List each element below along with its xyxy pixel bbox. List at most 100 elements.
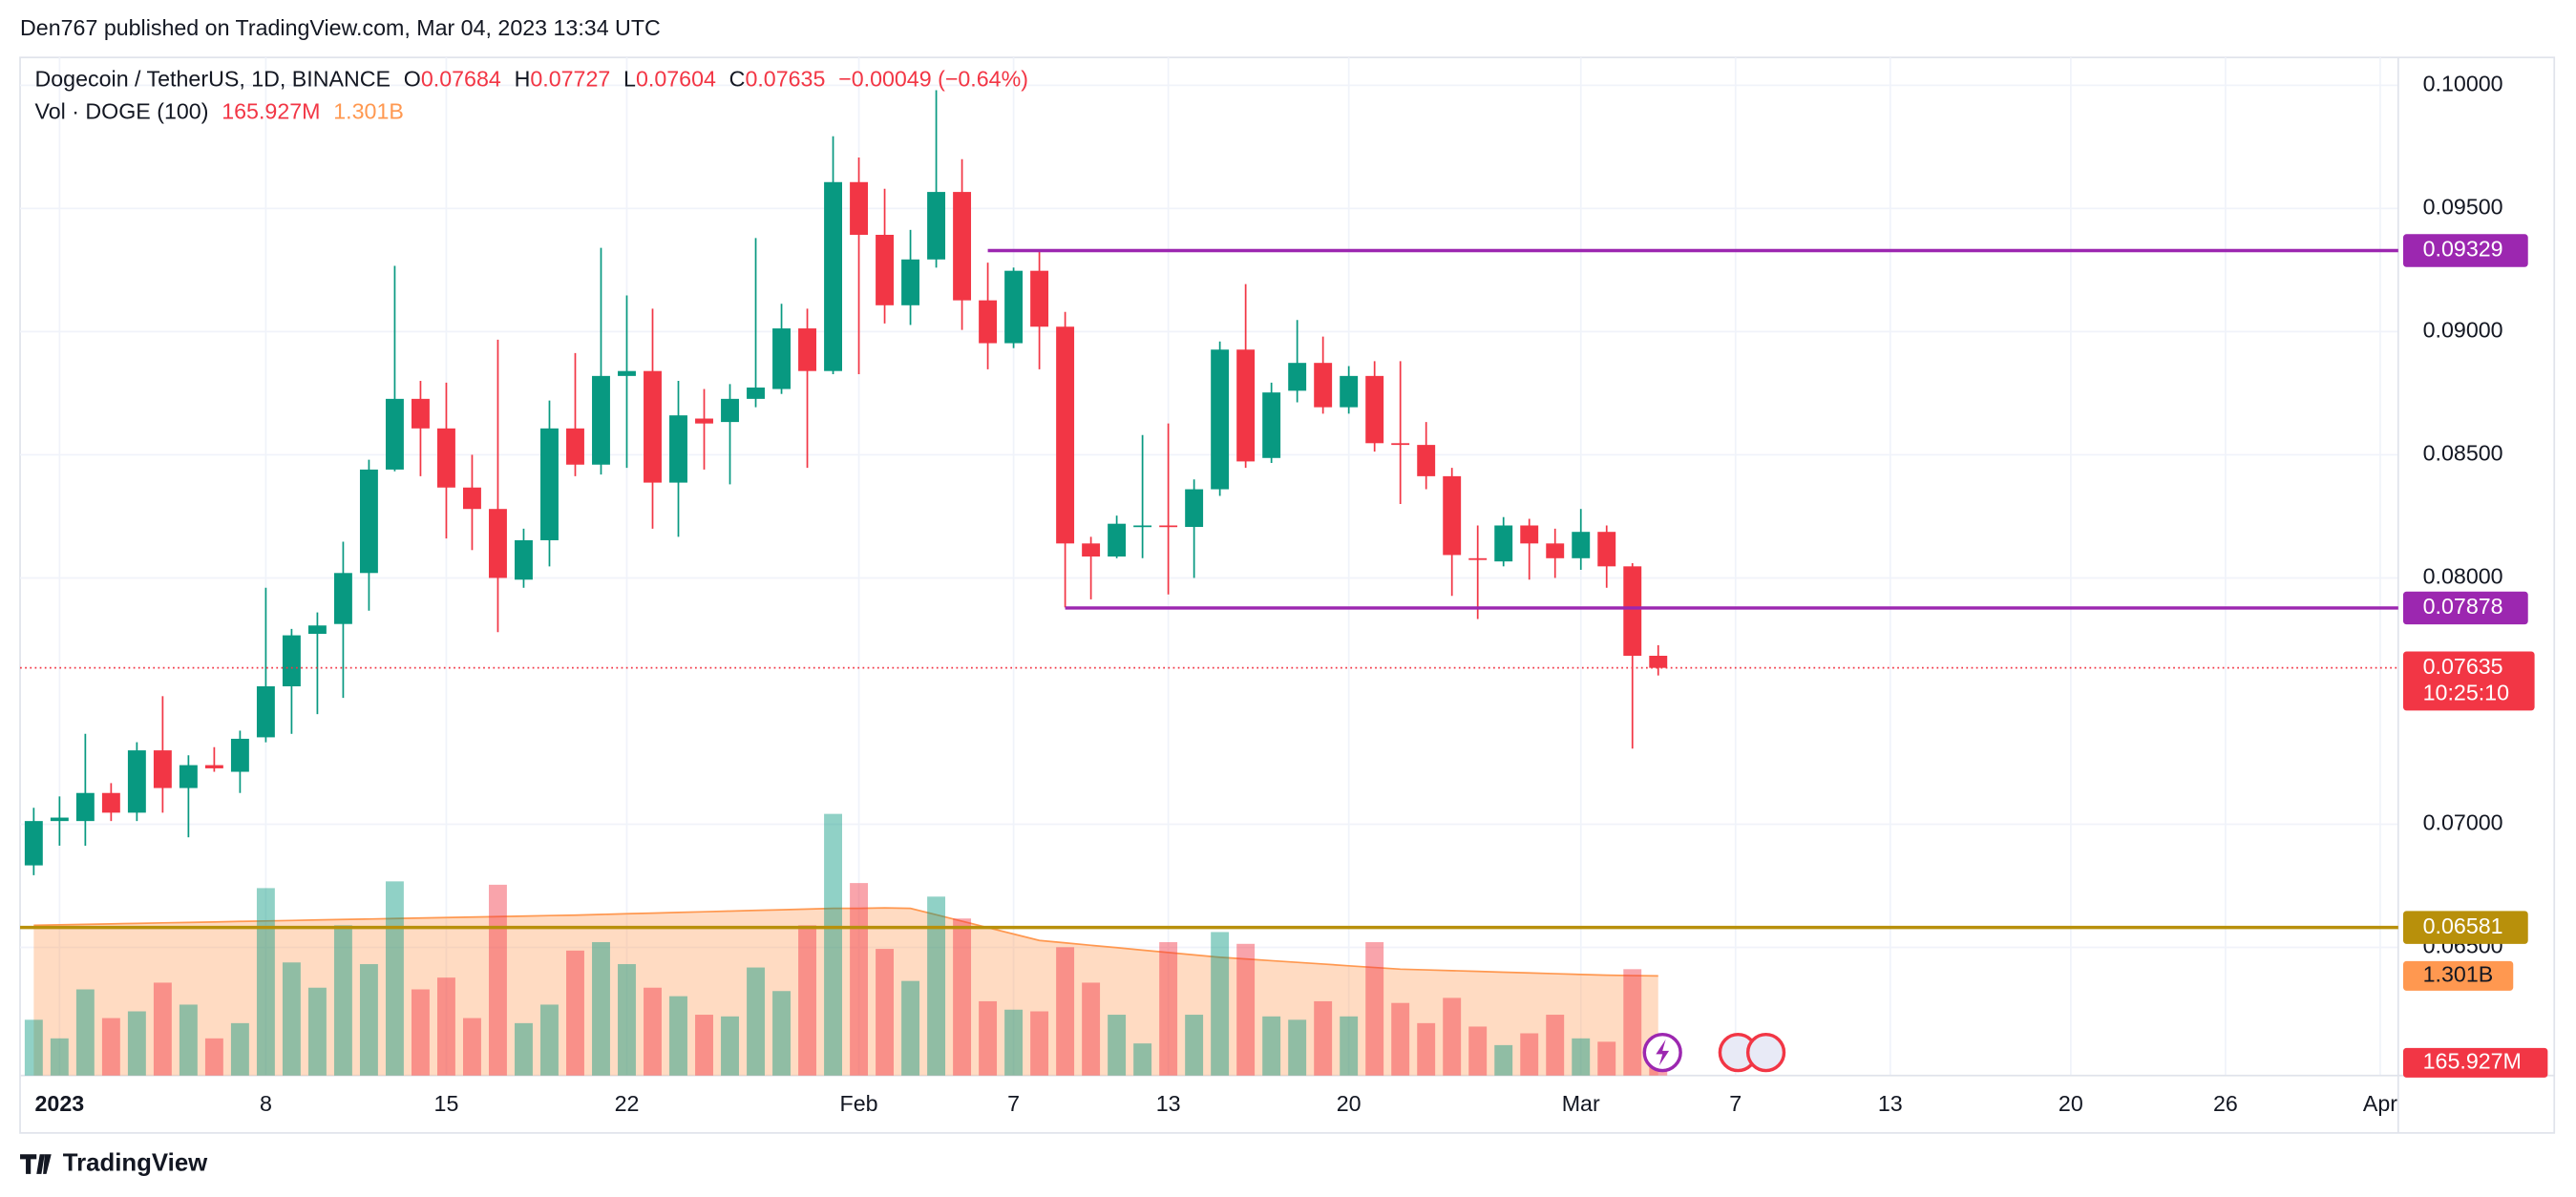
volume-bar (1262, 1016, 1281, 1076)
volume-bar (540, 1004, 559, 1076)
x-tick-label: 2023 (35, 1091, 85, 1116)
brand-logo (20, 1154, 52, 1174)
candle-body (385, 398, 404, 470)
candle-body (1443, 475, 1462, 556)
volume-bar (1056, 947, 1075, 1076)
candle-body (1623, 566, 1642, 656)
y-tick-label: 0.09500 (2423, 195, 2503, 220)
volume-bar (24, 1019, 43, 1076)
volume-bar (463, 1018, 481, 1076)
candle-body (256, 685, 275, 738)
legend-line: Dogecoin / TetherUS, 1D, BINANCE O0.07684… (35, 66, 1028, 91)
volume-bar (1417, 1022, 1436, 1076)
candle-body (644, 370, 662, 483)
candle-body (1365, 375, 1384, 444)
candle-body (1108, 523, 1127, 557)
candle-body (798, 328, 816, 371)
volume-bar (1494, 1044, 1513, 1076)
candle-body (876, 234, 895, 305)
x-tick-label: 8 (260, 1091, 272, 1116)
candle-body (695, 418, 713, 424)
x-tick-label: 26 (2213, 1091, 2238, 1116)
level-price-label: 0.07878 (2423, 594, 2503, 619)
candle-body (436, 428, 455, 488)
candle-body (1468, 557, 1488, 560)
volume-bar (1288, 1019, 1307, 1076)
volume-bar (1520, 1033, 1539, 1076)
candle-body (1340, 375, 1359, 408)
candle-body (359, 469, 378, 574)
volume-bar (927, 896, 946, 1076)
volume-bar (127, 1011, 146, 1076)
candle-body (1159, 525, 1178, 528)
volume-bar (566, 950, 584, 1076)
x-tick-label: 22 (615, 1091, 640, 1116)
candle-body (24, 821, 43, 866)
candle-body (153, 750, 172, 788)
x-tick-label: 7 (1729, 1091, 1742, 1116)
candle-body (566, 428, 584, 465)
volume-bar (1314, 1000, 1333, 1076)
level-price-box (2402, 591, 2528, 625)
volume-bar (1082, 982, 1101, 1076)
volume-bar (901, 980, 920, 1076)
brand-name: TradingView (63, 1149, 208, 1176)
volume-bar (1236, 943, 1256, 1076)
candle-body (618, 370, 636, 376)
y-tick-label: 0.10000 (2423, 72, 2503, 96)
volume-value: 165.927M (222, 99, 320, 124)
volume-name: Vol · DOGE (100) (35, 99, 209, 124)
candle-body (333, 573, 352, 624)
candle-body (721, 398, 739, 423)
volume-bar (1133, 1043, 1152, 1076)
volume-bar (1365, 942, 1384, 1076)
ohlc-value: 0.07635 (745, 66, 825, 91)
candle-body (50, 817, 69, 822)
candle-body (747, 387, 765, 399)
candle-body (1236, 349, 1256, 462)
volume-bar (1468, 1026, 1488, 1076)
volume-bar (669, 996, 687, 1076)
candle-body (1288, 363, 1307, 391)
x-tick-label: 13 (1156, 1091, 1181, 1116)
chart-frame (19, 56, 2556, 1134)
volume-ma-line (33, 907, 1658, 977)
event-icons (1642, 1032, 1786, 1073)
candle-body (540, 428, 559, 540)
candle-body (953, 192, 972, 301)
ohlc-key: L (623, 66, 636, 91)
candle-body (824, 181, 842, 371)
volume-ma-box (2402, 960, 2514, 991)
volume-bar (592, 942, 610, 1076)
brand: TradingView (20, 1149, 208, 1176)
volume-bar (618, 964, 636, 1076)
level-price-box (2402, 234, 2528, 267)
volume-bar (385, 881, 404, 1076)
volume-axis-label: 165.927M (2423, 1049, 2522, 1074)
volume-bar (1159, 942, 1178, 1076)
volume-bar (747, 967, 765, 1076)
volume-bar (1185, 1015, 1204, 1076)
event-icon-bolt (1656, 1039, 1670, 1066)
candle-body (772, 328, 791, 389)
candle-body (101, 792, 120, 813)
candle-body (1391, 443, 1410, 446)
candle-body (1262, 392, 1281, 458)
volume-bar (307, 987, 327, 1076)
candle-body (927, 192, 946, 260)
ohlc-key: O (404, 66, 421, 91)
volume-bar (850, 883, 869, 1076)
change: −0.00049 (−0.64%) (838, 66, 1028, 91)
economic-event[interactable] (1745, 1032, 1786, 1073)
volume-bar (436, 977, 455, 1076)
candle-body (1056, 326, 1075, 544)
candle-body (1417, 445, 1436, 476)
candle-body (1082, 543, 1101, 557)
volume-bar (772, 991, 791, 1076)
candle-body (489, 509, 507, 578)
volume-bar (333, 925, 352, 1076)
volume-bar (1391, 1002, 1410, 1076)
candle-body (1211, 349, 1230, 490)
last-price-label: 0.07635 (2423, 654, 2503, 679)
candle-body (515, 539, 533, 580)
